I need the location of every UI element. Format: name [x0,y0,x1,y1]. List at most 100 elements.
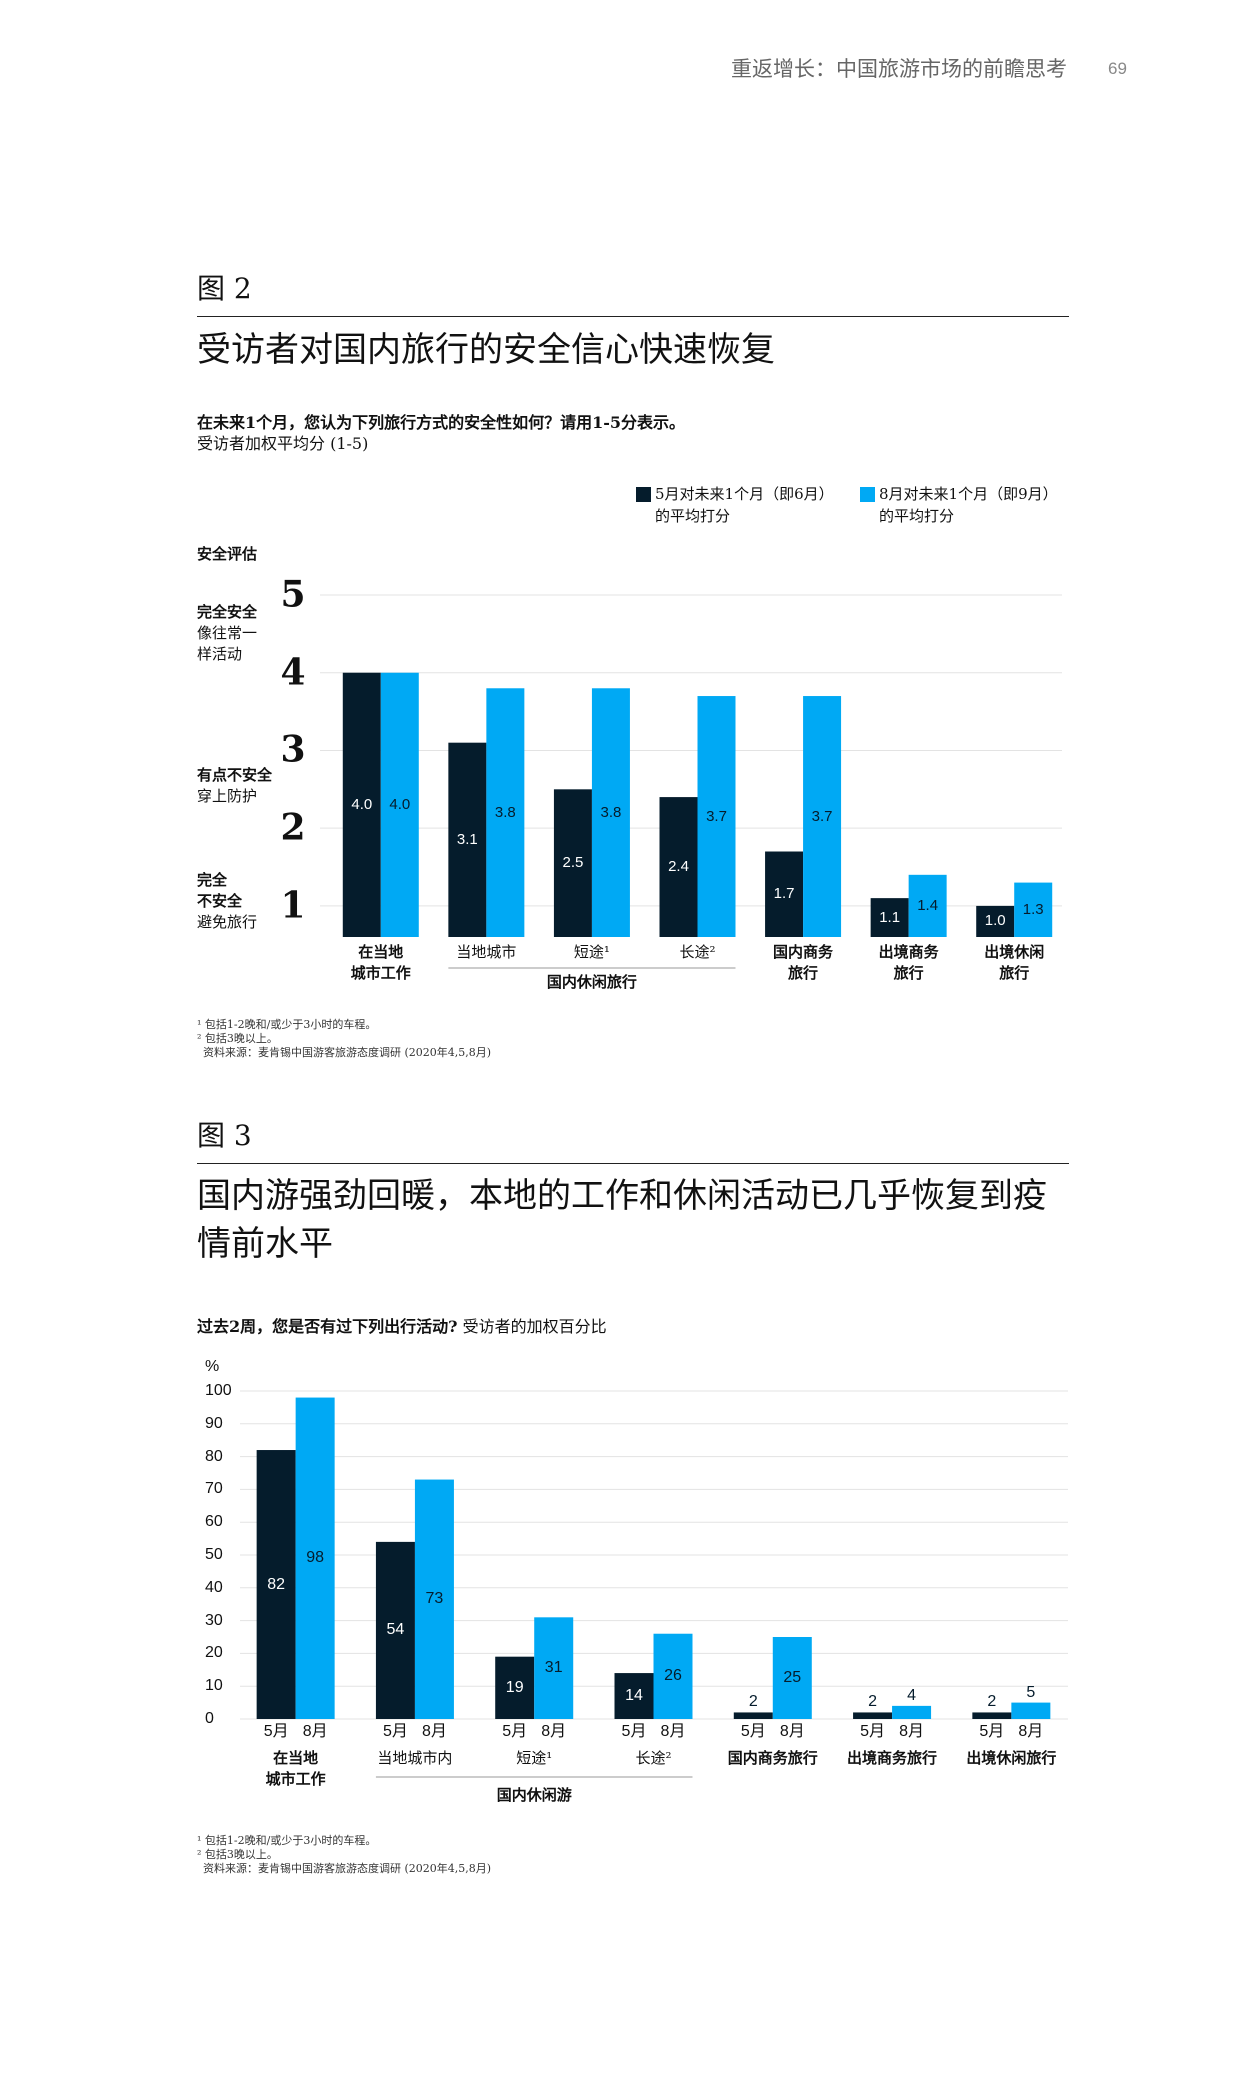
y-unit: % [205,1358,220,1375]
question: 过去2周，您是否有过下列出行活动? [197,1317,458,1336]
bar [295,1397,335,1719]
series-tick-label: 5月 [979,1723,1005,1740]
footnote: ¹ 包括1-2晚和/或少于3小时的车程。 [197,1018,377,1031]
group-label: 国内休闲游 [496,1786,572,1804]
y-tick-label: 0 [205,1710,214,1728]
subtitle: 受访者的加权百分比 [462,1317,607,1336]
value-label: 3.8 [494,803,516,821]
x-tick-label: 出境休闲旅行 [966,1749,1057,1767]
bar [892,1705,932,1719]
series-tick-label: 5月 [263,1723,289,1740]
bar [553,789,592,937]
value-label: 1.0 [984,912,1006,930]
annotation-heading: 完全 不安全 [197,871,243,910]
series-tick-label: 5月 [382,1723,408,1740]
value-label: 3.7 [811,807,833,825]
bar [772,1637,812,1719]
legend-swatch [636,487,651,502]
series-tick-label: 8月 [541,1723,567,1740]
value-label: 82 [267,1575,286,1593]
value-label: 98 [306,1549,325,1567]
value-label: 3.8 [600,803,622,821]
bar [591,688,630,937]
y-tick-label: 1 [280,884,306,927]
series-tick-label: 8月 [302,1723,328,1740]
bar [1011,1702,1051,1719]
rule [197,1163,1069,1164]
series-tick-label: 8月 [899,1723,925,1740]
y-tick-label: 4 [280,651,306,694]
figure-label: 图 2 [197,272,252,305]
bar [659,797,698,937]
bar [697,696,736,937]
value-label: 25 [783,1669,802,1687]
bar [803,696,842,937]
value-label: 2 [868,1693,878,1711]
y-tick-label: 3 [280,729,306,772]
question: 在未来1个月，您认为下列旅行方式的安全性如何？请用1-5分表示。 [197,413,686,432]
x-tick-label: 当地城市内 [377,1749,453,1767]
y-tick-label: 5 [280,573,306,616]
x-tick-label: 长途² [679,943,716,961]
x-tick-label: 在当地 城市工作 [350,943,411,982]
y-tick-label: 40 [205,1579,223,1596]
series-tick-label: 5月 [740,1723,766,1740]
bar [853,1712,893,1719]
chart-title: 国内游强劲回暖，本地的工作和休闲活动已几乎恢复到疫情前水平 [197,1176,1047,1264]
x-tick-label: 短途¹ [516,1749,553,1767]
y-tick-label: 60 [205,1513,223,1531]
bar [534,1617,574,1719]
bar [733,1712,773,1719]
value-label: 19 [505,1679,524,1697]
value-label: 26 [664,1667,682,1685]
value-label: 2.4 [668,857,689,875]
y-tick-label: 100 [205,1382,232,1400]
series-tick-label: 8月 [421,1723,447,1740]
value-label: 2 [987,1693,997,1711]
value-label: 3.7 [706,807,727,825]
source: 资料来源：麦肯锡中国游客旅游态度调研 (2020年4,5,8月) [203,1862,492,1875]
source: 资料来源：麦肯锡中国游客旅游态度调研 (2020年4,5,8月) [203,1046,492,1059]
value-label: 1.4 [917,896,939,914]
annotation-heading: 有点不安全 [197,766,273,784]
bar [256,1450,296,1719]
bar [342,672,381,937]
bar [614,1673,654,1719]
value-label: 2.5 [562,854,584,872]
value-label: 4 [907,1687,917,1705]
x-tick-label: 出境商务旅行 [847,1749,938,1767]
x-tick-label: 国内商务旅行 [727,1749,818,1767]
bar [380,672,419,937]
footnote: ² 包括3晚以上。 [197,1848,278,1861]
annotation-text: 像往常一 样活动 [197,624,258,663]
legend-label: 8月对未来1个月（即9月） 的平均打分 [879,485,1058,525]
chart-title: 受访者对国内旅行的安全信心快速恢复 [197,330,775,370]
y-tick-label: 2 [280,806,306,849]
bar [870,898,909,937]
y-tick-label: 20 [205,1644,223,1662]
value-label: 14 [625,1687,643,1705]
x-tick-label: 出境商务 旅行 [878,943,939,982]
annotation-heading: 完全安全 [197,603,258,621]
bar [414,1479,454,1719]
series-tick-label: 5月 [621,1723,647,1740]
figure-label: 图 3 [197,1119,252,1152]
series-tick-label: 8月 [779,1723,805,1740]
series-tick-label: 8月 [660,1723,686,1740]
y-tick-label: 30 [205,1611,223,1629]
x-tick-label: 出境休闲 旅行 [984,943,1045,982]
page-number: 69 [1108,59,1127,78]
bar [486,688,525,937]
rule [197,316,1069,317]
y-tick-label: 50 [205,1546,223,1564]
value-label: 73 [425,1590,444,1608]
bar [495,1656,535,1719]
x-tick-label: 在当地 城市工作 [265,1749,326,1788]
bar [972,1712,1012,1719]
series-tick-label: 8月 [1018,1723,1044,1740]
bar [1014,882,1053,937]
bar [448,742,487,937]
legend-swatch [860,487,875,502]
x-tick-label: 国内商务 旅行 [773,943,834,982]
